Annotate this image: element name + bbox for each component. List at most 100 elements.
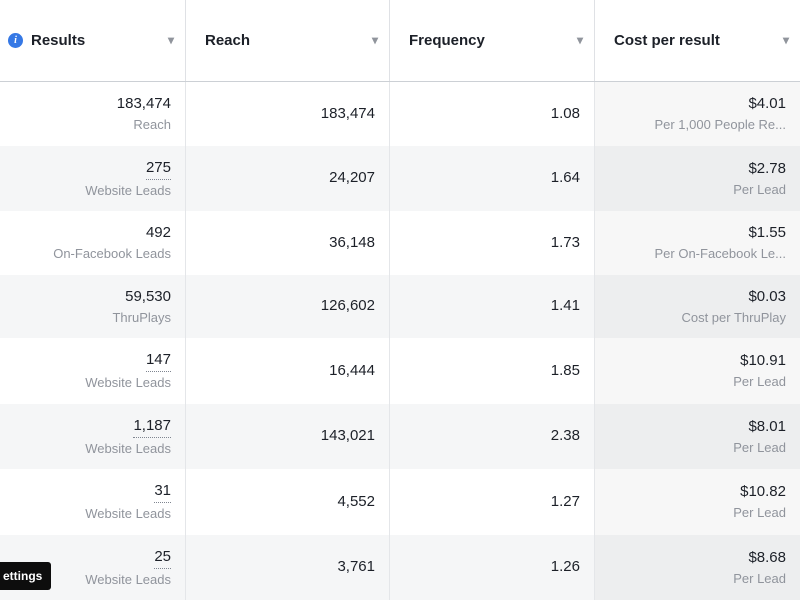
cost-cell: $8.01 Per Lead xyxy=(595,404,800,470)
chevron-down-icon[interactable]: ▾ xyxy=(167,32,174,47)
table-row[interactable]: 25 Website Leads 3,761 1.26 $8.68 Per Lead xyxy=(0,534,800,600)
column-header-reach[interactable]: Reach ▾ xyxy=(186,0,390,81)
table-row[interactable]: 147 Website Leads 16,444 1.85 $10.91 Per Lead xyxy=(0,338,800,404)
reach-cell: 24,207 xyxy=(186,145,390,211)
column-header-label: Reach xyxy=(205,32,251,49)
cost-value: $10.82 xyxy=(740,483,786,501)
results-type-label: Website Leads xyxy=(85,182,171,198)
results-value[interactable]: 31 xyxy=(154,481,171,504)
cost-type-label: Per On-Facebook Le... xyxy=(654,246,786,262)
cost-type-label: Per Lead xyxy=(733,505,786,521)
column-header-frequency[interactable]: Frequency ▾ xyxy=(390,0,595,81)
results-cell: 147 Website Leads xyxy=(0,338,186,404)
column-header-cost-per-result[interactable]: Cost per result ▾ xyxy=(595,0,800,81)
column-header-results[interactable]: i Results ▾ xyxy=(0,0,186,81)
frequency-cell: 1.08 xyxy=(390,82,595,146)
reach-value: 183,474 xyxy=(320,104,375,122)
cost-value: $8.68 xyxy=(748,548,786,566)
frequency-cell: 1.27 xyxy=(390,469,595,535)
reach-cell: 126,602 xyxy=(186,274,390,338)
cost-cell: $1.55 Per On-Facebook Le... xyxy=(595,211,800,275)
results-type-label: Website Leads xyxy=(85,440,171,456)
cost-type-label: Per Lead xyxy=(733,570,786,586)
reach-cell: 143,021 xyxy=(186,403,390,469)
results-cell: 59,530 ThruPlays xyxy=(0,274,186,338)
reach-value: 16,444 xyxy=(329,361,375,379)
results-type-label: On-Facebook Leads xyxy=(53,246,171,262)
cost-value: $4.01 xyxy=(748,95,786,113)
chevron-down-icon[interactable]: ▾ xyxy=(782,32,789,47)
column-header-label: Cost per result xyxy=(614,32,720,49)
reach-cell: 3,761 xyxy=(186,534,390,600)
table-row[interactable]: 492 On-Facebook Leads 36,148 1.73 $1.55 Per O… xyxy=(0,211,800,275)
settings-tooltip[interactable]: ettings xyxy=(0,562,52,590)
table-row[interactable]: 1,187 Website Leads 143,021 2.38 $8.01 Per Le… xyxy=(0,403,800,470)
cost-cell: $10.91 Per Lead xyxy=(595,338,800,404)
column-header-label: Frequency xyxy=(409,32,485,49)
frequency-cell: 1.26 xyxy=(390,534,595,600)
results-cell: 183,474 Reach xyxy=(0,82,186,146)
results-cell: 275 Website Leads xyxy=(0,145,186,211)
cost-value: $8.01 xyxy=(748,417,786,435)
frequency-value: 1.64 xyxy=(550,169,580,187)
frequency-cell: 1.64 xyxy=(390,145,595,211)
frequency-cell: 1.41 xyxy=(390,274,595,338)
cost-cell: $8.68 Per Lead xyxy=(595,535,800,600)
cost-type-label: Per Lead xyxy=(733,374,786,390)
results-cell: 31 Website Leads xyxy=(0,469,186,535)
settings-tooltip-label: ettings xyxy=(3,569,43,583)
table-row[interactable]: 275 Website Leads 24,207 1.64 $2.78 Per Lead xyxy=(0,145,800,212)
table-row[interactable]: 183,474 Reach 183,474 1.08 $4.01 Per 1,000 Pe… xyxy=(0,82,800,146)
reach-value: 36,148 xyxy=(329,233,375,251)
reach-value: 4,552 xyxy=(337,492,375,510)
cost-cell: $4.01 Per 1,000 People Re... xyxy=(595,82,800,146)
reach-cell: 36,148 xyxy=(186,211,390,275)
cost-value: $2.78 xyxy=(748,159,786,177)
cost-value: $0.03 xyxy=(748,287,786,305)
cost-value: $10.91 xyxy=(740,352,786,370)
results-value: 59,530 xyxy=(125,287,171,305)
reach-value: 3,761 xyxy=(337,558,375,576)
frequency-value: 2.38 xyxy=(550,427,580,445)
results-value[interactable]: 275 xyxy=(145,158,171,180)
reach-value: 143,021 xyxy=(320,427,375,445)
frequency-value: 1.85 xyxy=(550,361,580,379)
reach-cell: 16,444 xyxy=(186,338,390,404)
reach-value: 24,207 xyxy=(329,169,375,187)
results-type-label: Website Leads xyxy=(85,506,171,522)
results-value[interactable]: 25 xyxy=(154,547,171,569)
chevron-down-icon[interactable]: ▾ xyxy=(576,32,583,47)
results-value: 492 xyxy=(145,224,171,242)
frequency-value: 1.08 xyxy=(550,104,580,122)
results-cell: 1,187 Website Leads xyxy=(0,403,186,469)
table-body: 183,474 Reach 183,474 1.08 $4.01 Per 1,000 Pe… xyxy=(0,82,800,600)
reach-cell: 183,474 xyxy=(186,82,390,146)
results-type-label: Website Leads xyxy=(85,375,171,391)
frequency-value: 1.41 xyxy=(550,297,580,315)
cost-cell: $0.03 Cost per ThruPlay xyxy=(595,275,800,339)
frequency-value: 1.26 xyxy=(550,558,580,576)
chevron-down-icon[interactable]: ▾ xyxy=(371,32,378,47)
cost-type-label: Cost per ThruPlay xyxy=(681,309,786,325)
cost-type-label: Per Lead xyxy=(733,439,786,455)
cost-cell: $10.82 Per Lead xyxy=(595,469,800,535)
results-value[interactable]: 1,187 xyxy=(133,416,171,438)
results-value[interactable]: 147 xyxy=(145,350,171,373)
info-icon[interactable]: i xyxy=(8,33,23,48)
reach-cell: 4,552 xyxy=(186,469,390,535)
results-cell: 25 Website Leads xyxy=(0,534,186,600)
table-row[interactable]: 59,530 ThruPlays 126,602 1.41 $0.03 Cost per … xyxy=(0,274,800,339)
table-row[interactable]: 31 Website Leads 4,552 1.27 $10.82 Per Lead xyxy=(0,469,800,535)
results-type-label: ThruPlays xyxy=(112,309,171,325)
results-value: 183,474 xyxy=(116,95,171,113)
frequency-cell: 2.38 xyxy=(390,403,595,469)
cost-cell: $2.78 Per Lead xyxy=(595,146,800,212)
table-header: i Results ▾ Reach ▾ Frequency ▾ Cost per… xyxy=(0,0,800,82)
frequency-value: 1.27 xyxy=(550,492,580,510)
frequency-cell: 1.73 xyxy=(390,211,595,275)
cost-type-label: Per 1,000 People Re... xyxy=(654,117,786,133)
cost-type-label: Per Lead xyxy=(733,181,786,197)
results-type-label: Website Leads xyxy=(85,571,171,587)
reach-value: 126,602 xyxy=(320,297,375,315)
